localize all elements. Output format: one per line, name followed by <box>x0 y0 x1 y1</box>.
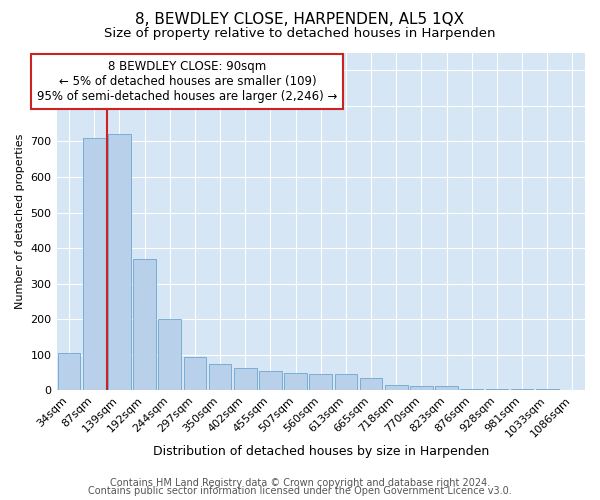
Bar <box>83 138 106 390</box>
Bar <box>435 386 458 390</box>
Text: Contains public sector information licensed under the Open Government Licence v3: Contains public sector information licen… <box>88 486 512 496</box>
Bar <box>385 385 407 390</box>
X-axis label: Distribution of detached houses by size in Harpenden: Distribution of detached houses by size … <box>152 444 489 458</box>
Bar <box>133 259 156 390</box>
Bar <box>410 386 433 390</box>
Bar <box>284 372 307 390</box>
Bar <box>209 364 232 390</box>
Text: 8 BEWDLEY CLOSE: 90sqm
← 5% of detached houses are smaller (109)
95% of semi-det: 8 BEWDLEY CLOSE: 90sqm ← 5% of detached … <box>37 60 338 102</box>
Bar <box>335 374 357 390</box>
Bar <box>259 371 282 390</box>
Bar <box>460 388 483 390</box>
Text: Contains HM Land Registry data © Crown copyright and database right 2024.: Contains HM Land Registry data © Crown c… <box>110 478 490 488</box>
Bar <box>310 374 332 390</box>
Text: 8, BEWDLEY CLOSE, HARPENDEN, AL5 1QX: 8, BEWDLEY CLOSE, HARPENDEN, AL5 1QX <box>136 12 464 28</box>
Text: Size of property relative to detached houses in Harpenden: Size of property relative to detached ho… <box>104 28 496 40</box>
Bar <box>184 356 206 390</box>
Bar <box>158 319 181 390</box>
Y-axis label: Number of detached properties: Number of detached properties <box>15 134 25 309</box>
Bar <box>234 368 257 390</box>
Bar <box>58 353 80 391</box>
Bar <box>360 378 382 390</box>
Bar <box>108 134 131 390</box>
